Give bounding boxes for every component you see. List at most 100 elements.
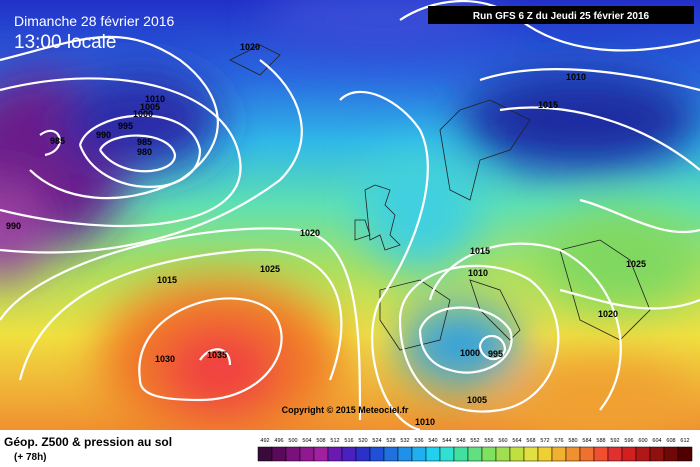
isobar-label: 1020 [240,42,260,52]
scale-label: 536 [414,438,423,444]
isobar-label: 980 [137,147,152,157]
scale-label: 504 [302,438,311,444]
isobar-label: 1005 [140,102,160,112]
scale-swatch [369,446,385,462]
isobar-label: 1000 [460,348,480,358]
scale-swatch [355,446,371,462]
run-box [428,6,694,24]
scale-label: 588 [596,438,605,444]
scale-label: 540 [428,438,437,444]
scale-label: 528 [386,438,395,444]
isobar-label: 995 [488,349,503,359]
scale-label: 580 [568,438,577,444]
scale-swatch [551,446,567,462]
isobar-label: 990 [96,130,111,140]
isobar-label: 1030 [155,354,175,364]
scale-label: 492 [260,438,269,444]
isobar-label: 1025 [626,259,646,269]
scale-label: 496 [274,438,283,444]
isobar-label: 1010 [145,94,165,104]
scale-swatch [425,446,441,462]
scale-swatch [327,446,343,462]
scale-swatch [439,446,455,462]
isobar-label: 985 [50,136,65,146]
lead-time: (+ 78h) [14,452,47,463]
scale-label: 552 [470,438,479,444]
time: 13:00 locale [14,32,116,53]
isobar-label: 1015 [157,275,177,285]
scale-swatch [635,446,651,462]
isobar-label: 985 [137,137,152,147]
scale-label: 612 [680,438,689,444]
scale-swatch [467,446,483,462]
scale-swatch [663,446,679,462]
scale-label: 512 [330,438,339,444]
scale-swatch [579,446,595,462]
coastlines [229,44,651,351]
scale-label: 544 [442,438,451,444]
scale-swatch [537,446,553,462]
scale-swatch [523,446,539,462]
scale-label: 564 [512,438,521,444]
isobar-label: 1035 [207,350,227,360]
color-scale: 492 496 500 504 508 512 516 520 524 528 532 536 540 5… [257,438,693,462]
isobar-label: 1025 [260,264,280,274]
scale-label: 516 [344,438,353,444]
scale-label: 608 [666,438,675,444]
scale-swatch [411,446,427,462]
scale-swatch [677,446,693,462]
isobar-label: 1015 [538,100,558,110]
isobar-label: 1010 [415,417,435,427]
scale-label: 584 [582,438,591,444]
legend-title: Géop. Z500 & pression au sol [4,435,172,449]
scale-label: 500 [288,438,297,444]
isobar-label: 1010 [566,72,586,82]
isobars [0,0,700,430]
copyright: Copyright © 2015 Meteociel.fr [282,405,409,415]
isobar-label: 1015 [470,246,490,256]
scale-swatch [313,446,329,462]
field [0,0,700,430]
scale-swatch [257,446,273,462]
scale-label: 568 [526,438,535,444]
scale-label: 596 [624,438,633,444]
scale-label: 604 [652,438,661,444]
scale-swatch [495,446,511,462]
isobar-label: 1020 [598,309,618,319]
scale-label: 524 [372,438,381,444]
isobar-label: 1005 [467,395,487,405]
isobar-label: 1010 [468,268,488,278]
scale-swatch [285,446,301,462]
scale-label: 508 [316,438,325,444]
scale-swatch [481,446,497,462]
date: Dimanche 28 février 2016 [14,13,175,29]
scale-swatch [509,446,525,462]
scale-label: 592 [610,438,619,444]
scale-label: 572 [540,438,549,444]
scale-swatch [453,446,469,462]
scale-swatch [607,446,623,462]
scale-label: 556 [484,438,493,444]
scale-swatch [383,446,399,462]
isobar-label: 1000 [133,109,153,119]
scale-label: 560 [498,438,507,444]
isobar-label: 995 [118,121,133,131]
scale-swatch [397,446,413,462]
scale-label: 520 [358,438,367,444]
scale-label: 600 [638,438,647,444]
run-info: Run GFS 6 Z du Jeudi 25 février 2016 [473,11,650,22]
scale-swatch [621,446,637,462]
scale-label: 576 [554,438,563,444]
scale-swatch [341,446,357,462]
scale-swatch [649,446,665,462]
scale-swatch [593,446,609,462]
scale-label: 548 [456,438,465,444]
isobar-label: 990 [6,221,21,231]
isobar-label: 1020 [300,228,320,238]
scale-swatch [271,446,287,462]
scale-label: 532 [400,438,409,444]
scale-swatch [565,446,581,462]
scale-swatch [299,446,315,462]
